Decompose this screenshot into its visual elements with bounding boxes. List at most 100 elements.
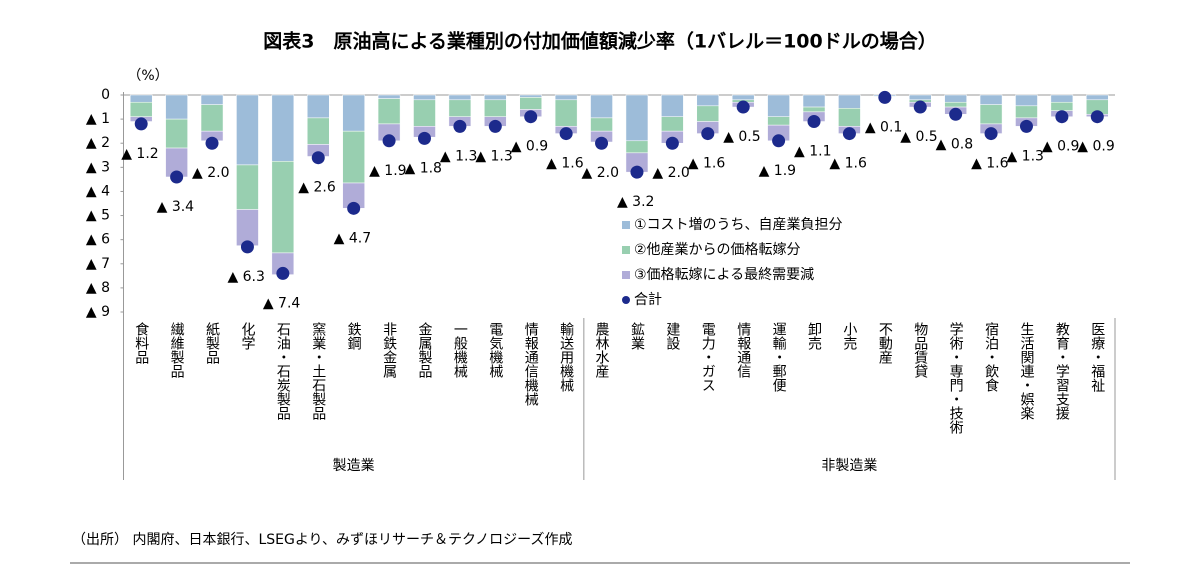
- total-dot: [1090, 110, 1104, 124]
- value-label: ▲ 1.6: [829, 156, 867, 172]
- bar-segment: [802, 94, 826, 108]
- legend-label: ①コスト増のうち、自産業負担分: [634, 217, 843, 233]
- value-label: ▲ 0.8: [936, 136, 973, 152]
- value-label: ▲ 1.3: [1006, 148, 1043, 164]
- total-dot: [1019, 119, 1033, 133]
- x-tick-label: 輸送用機械: [558, 322, 574, 392]
- bar-segment: [271, 94, 295, 162]
- x-tick-label: 宿泊・飲食: [983, 321, 999, 392]
- bar-segment: [413, 99, 436, 127]
- legend-label: ②他産業からの価格転嫁分: [634, 242, 801, 258]
- value-label: ▲ 3.4: [157, 199, 195, 215]
- bar-segment: [129, 94, 153, 103]
- value-label: ▲ 2.0: [582, 165, 619, 181]
- bar-segment: [767, 116, 790, 126]
- value-label: ▲ 2.0: [192, 165, 229, 181]
- x-tick-label: 化学: [239, 322, 255, 350]
- total-dot: [913, 100, 927, 114]
- bar-segment: [519, 94, 542, 98]
- x-tick-label: 鉄鋼: [346, 322, 362, 350]
- x-tick-label: 小売: [841, 322, 857, 351]
- value-label: ▲ 1.6: [688, 156, 726, 172]
- total-dot: [807, 115, 821, 129]
- value-label: ▲ 0.5: [900, 129, 937, 145]
- x-tick-label: 繊維製品: [169, 322, 185, 378]
- value-label: ▲ 1.9: [759, 163, 796, 179]
- x-tick-label: 金属製品: [416, 322, 432, 378]
- total-dot: [1055, 110, 1069, 124]
- x-tick-label: 農林水産: [594, 322, 610, 379]
- value-label: ▲ 0.1: [865, 119, 902, 135]
- x-tick-label: 紙製品: [204, 322, 220, 364]
- total-dot: [240, 240, 254, 254]
- x-tick-label: 電力・ガス: [700, 322, 716, 392]
- legend-swatch: [622, 296, 630, 304]
- bar-segment: [1015, 94, 1038, 107]
- x-tick-label: 窯業・土石製品: [310, 321, 326, 420]
- x-tick-label: 建設: [664, 322, 680, 350]
- bar-segment: [342, 130, 365, 184]
- value-label: ▲ 2.0: [652, 165, 689, 181]
- bar-segment: [554, 99, 578, 127]
- total-dot: [453, 119, 467, 133]
- x-tick-label: 卸売: [806, 322, 822, 351]
- x-tick-label: 不動産: [877, 322, 893, 365]
- total-dot: [205, 136, 219, 150]
- bar-segment: [590, 94, 613, 119]
- value-label: ▲ 2.6: [298, 180, 336, 196]
- x-tick-label: 生活関連・娯楽: [1018, 322, 1034, 420]
- bar-segment: [484, 94, 507, 101]
- bar-segment: [307, 117, 330, 145]
- bar-segment: [731, 94, 755, 101]
- y-tick-label: ▲ 4: [86, 183, 110, 199]
- y-tick-label: ▲ 1: [86, 111, 110, 127]
- total-dot: [559, 127, 573, 141]
- bar-segment: [165, 94, 188, 120]
- bar-segment: [1086, 94, 1109, 101]
- x-tick-label: 非鉄金属: [381, 322, 397, 378]
- x-tick-label: 医療・福祉: [1089, 322, 1105, 393]
- group-label: 非製造業: [821, 458, 877, 474]
- bar-segment: [802, 106, 826, 113]
- legend-swatch: [622, 271, 630, 279]
- legend-label: ③価格転嫁による最終需要減: [634, 266, 814, 283]
- value-label: ▲ 1.6: [971, 156, 1009, 172]
- group-label: 製造業: [333, 458, 375, 474]
- total-dot: [524, 110, 538, 124]
- value-label: ▲ 6.3: [227, 269, 264, 285]
- bar-segment: [377, 94, 401, 99]
- y-axis-label: （%）: [127, 68, 168, 84]
- bar-segment: [200, 104, 224, 132]
- value-label: ▲ 0.9: [511, 139, 548, 155]
- y-tick-label: ▲ 3: [86, 159, 110, 175]
- total-dot: [382, 134, 396, 148]
- bar-segment: [625, 94, 649, 142]
- value-label: ▲ 7.4: [263, 295, 301, 311]
- legend-swatch: [622, 221, 630, 229]
- bar-segment: [838, 108, 861, 127]
- bar-segment: [625, 140, 649, 154]
- bar-segment: [1015, 105, 1038, 119]
- value-label: ▲ 0.5: [723, 129, 760, 145]
- x-tick-label: 教育・学習支援: [1054, 322, 1070, 421]
- total-dot: [595, 136, 609, 150]
- bar-segment: [944, 101, 967, 108]
- bar-segment: [484, 99, 507, 117]
- y-tick-label: ▲ 8: [86, 280, 110, 296]
- value-label: ▲ 1.1: [794, 144, 831, 160]
- bar-segment: [129, 101, 153, 117]
- bar-segment: [979, 94, 1003, 105]
- y-tick-label: ▲ 6: [86, 232, 110, 248]
- bar-segment: [838, 94, 861, 109]
- bar-segment: [908, 94, 932, 101]
- bar-segment: [236, 164, 259, 210]
- bar-segment: [448, 94, 472, 101]
- bar-segment: [200, 94, 224, 105]
- bar-segment: [1050, 94, 1074, 103]
- x-tick-label: 石油・石炭製品: [275, 322, 291, 420]
- x-tick-label: 一般機械: [452, 322, 468, 378]
- total-dot: [170, 170, 184, 184]
- y-tick-label: ▲ 2: [86, 135, 110, 151]
- total-dot: [417, 131, 431, 145]
- value-label: ▲ 1.2: [121, 146, 158, 162]
